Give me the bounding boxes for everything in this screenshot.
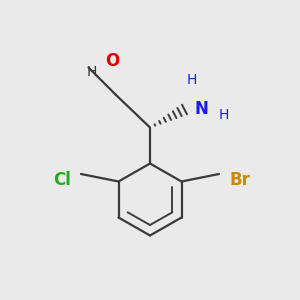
Text: H: H [219,108,230,122]
Text: Cl: Cl [52,171,70,189]
Text: H: H [87,65,98,79]
Text: H: H [187,73,197,87]
Text: Br: Br [230,171,250,189]
Text: O: O [105,52,119,70]
Text: N: N [195,100,209,118]
